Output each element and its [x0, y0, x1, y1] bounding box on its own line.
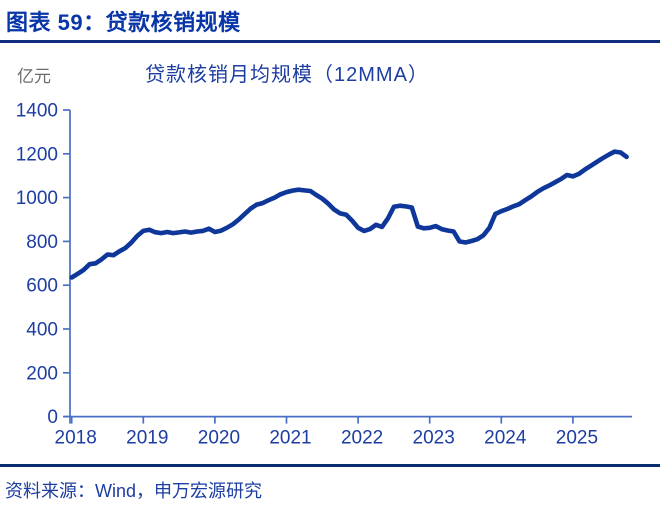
x-tick-label: 2023 [413, 428, 455, 449]
y-tick-label: 600 [26, 276, 58, 297]
x-tick-label: 2022 [341, 428, 383, 449]
y-tick-label: 1000 [16, 188, 58, 209]
x-tick-label: 2025 [556, 428, 598, 449]
x-tick-label: 2021 [269, 428, 311, 449]
x-tick-label: 2019 [126, 428, 168, 449]
header-underline [0, 40, 660, 43]
x-tick-label: 2020 [198, 428, 240, 449]
data-series-line [69, 149, 629, 280]
figure-header-title: 图表 59：贷款核销规模 [6, 10, 241, 35]
y-axis-unit-label: 亿元 [17, 67, 51, 86]
y-tick-label: 1400 [16, 101, 58, 122]
y-tick-label: 0 [47, 407, 58, 428]
y-tick-label: 1200 [16, 144, 58, 165]
y-tick-label: 800 [26, 232, 58, 253]
chart-title: 贷款核销月均规模（12MMA） [145, 64, 429, 86]
x-tick-label: 2018 [55, 428, 97, 449]
y-tick-label: 400 [26, 320, 58, 341]
line-chart-plot: 0 200 400 600 800 1000 1200 1400 2018 2019 2020 202… [16, 101, 632, 449]
source-attribution: 资料来源：Wind，申万宏源研究 [5, 481, 263, 501]
y-tick-label: 200 [26, 363, 58, 384]
x-tick-label: 2024 [484, 428, 527, 449]
footer-divider [0, 464, 660, 467]
